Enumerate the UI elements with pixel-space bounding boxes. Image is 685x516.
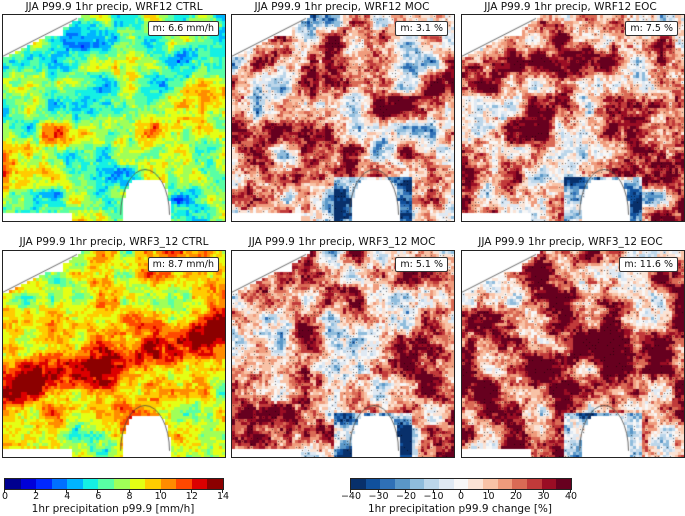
colorbar-segment — [191, 479, 208, 489]
colorbar-tick-label: 30 — [537, 491, 550, 502]
colorbar-segment — [395, 479, 411, 489]
colorbar-tick-label: 10 — [154, 491, 167, 502]
colorbar-segment — [145, 479, 162, 489]
colorbar-tick — [377, 489, 379, 493]
colorbar-tick-label: −10 — [423, 491, 444, 502]
colorbar-tick-label: −20 — [395, 491, 417, 502]
colorbar-absolute-bar — [4, 478, 224, 490]
colorbar-tick — [4, 489, 5, 493]
colorbar-segment — [176, 479, 193, 489]
panel-wrf12-ctrl: JJA P99.9 1hr precip, WRF12 CTRL m: 6.6 … — [0, 0, 228, 232]
colorbar-tick — [35, 489, 37, 493]
precip-change-map — [232, 251, 454, 457]
colorbar-segment — [82, 479, 99, 489]
colorbar-segment — [468, 479, 484, 489]
precip-map — [3, 15, 225, 221]
colorbar-tick-label: 14 — [216, 491, 230, 502]
colorbar-tick-label: 20 — [509, 491, 523, 502]
colorbar-tick — [432, 489, 434, 493]
domain-mean-badge: m: 7.5 % — [625, 21, 678, 36]
colorbar-segment — [20, 479, 37, 489]
colorbar-segment — [351, 479, 367, 489]
colorbar-tick-label: 8 — [126, 491, 133, 502]
colorbar-segment — [497, 479, 513, 489]
domain-mean-badge: m: 3.1 % — [395, 21, 448, 36]
colorbar-segment — [129, 479, 146, 489]
colorbar-tick — [350, 489, 351, 493]
colorbar-tick — [128, 489, 130, 493]
colorbar-segment — [527, 479, 543, 489]
colorbar-tick — [405, 489, 406, 493]
panel-title: JJA P99.9 1hr precip, WRF12 CTRL — [25, 1, 203, 13]
panel-wrf12-eoc: JJA P99.9 1hr precip, WRF12 EOC m: 7.5 % — [456, 0, 685, 232]
colorbar-tick-label: −30 — [368, 491, 389, 502]
colorbar-tick-label: 2 — [33, 491, 40, 502]
colorbar-tick — [570, 489, 571, 493]
map-wrf3-12-eoc: m: 11.6 % — [461, 250, 685, 458]
panel-title: JJA P99.9 1hr precip, WRF12 EOC — [484, 1, 657, 13]
colorbar-segment — [453, 479, 469, 489]
colorbar-segment — [5, 479, 22, 489]
colorbar-tick-label: 10 — [482, 491, 495, 502]
colorbar-tick-label: 4 — [64, 491, 71, 502]
colorbar-tick — [159, 489, 161, 493]
colorbar-segment — [483, 479, 499, 489]
colorbar-segment — [160, 479, 177, 489]
colorbar-tick — [97, 489, 99, 493]
colorbar-tick — [542, 489, 544, 493]
domain-mean-badge: m: 5.1 % — [395, 257, 448, 272]
colorbar-segment — [36, 479, 53, 489]
panel-title: JJA P99.9 1hr precip, WRF3_12 MOC — [248, 236, 436, 248]
colorbar-change-bar — [350, 478, 572, 490]
colorbar-segment — [365, 479, 381, 489]
colorbar-segment — [409, 479, 425, 489]
colorbar-segment — [439, 479, 455, 489]
domain-mean-badge: m: 6.6 mm/h — [147, 21, 219, 36]
precip-change-map — [462, 15, 684, 221]
panel-wrf3-12-eoc: JJA P99.9 1hr precip, WRF3_12 EOC m: 11.… — [456, 234, 685, 466]
map-wrf3-12-ctrl: m: 8.7 mm/h — [2, 250, 226, 458]
map-wrf12-moc: m: 3.1 % — [231, 14, 455, 222]
panel-title: JJA P99.9 1hr precip, WRF12 MOC — [254, 1, 430, 13]
colorbar-tick — [460, 489, 461, 493]
colorbar-tick-label: 12 — [185, 491, 198, 502]
colorbar-tick — [487, 489, 489, 493]
colorbar-segment — [541, 479, 557, 489]
panel-wrf3-12-moc: JJA P99.9 1hr precip, WRF3_12 MOC m: 5.1… — [228, 234, 456, 466]
colorbar-tick-label: 0 — [457, 491, 465, 502]
domain-mean-badge: m: 8.7 mm/h — [147, 257, 219, 272]
colorbar-absolute-label: 1hr precipitation p99.9 [mm/h] — [31, 503, 195, 515]
map-wrf12-eoc: m: 7.5 % — [461, 14, 685, 222]
map-wrf3-12-moc: m: 5.1 % — [231, 250, 455, 458]
precip-map — [3, 251, 225, 457]
domain-mean-badge: m: 11.6 % — [619, 257, 678, 272]
precip-change-map — [462, 251, 684, 457]
panel-wrf3-12-ctrl: JJA P99.9 1hr precip, WRF3_12 CTRL m: 8.… — [0, 234, 228, 466]
colorbar-segment — [207, 479, 223, 489]
colorbar-segment — [67, 479, 84, 489]
colorbar-tick-label: 0 — [1, 491, 9, 502]
panel-wrf12-moc: JJA P99.9 1hr precip, WRF12 MOC m: 3.1 % — [228, 0, 456, 232]
colorbar-tick — [515, 489, 516, 493]
colorbar-segment — [424, 479, 440, 489]
colorbar-segment — [512, 479, 528, 489]
precip-change-map — [232, 15, 454, 221]
colorbar-tick — [66, 489, 68, 493]
colorbar-tick-label: 6 — [95, 491, 102, 502]
colorbar-change-label: 1hr precipitation p99.9 change [%] — [367, 503, 553, 515]
colorbar-tick-label: −40 — [340, 491, 362, 502]
colorbar-tick-label: 40 — [564, 491, 578, 502]
colorbar-segment — [51, 479, 68, 489]
colorbar-tick — [190, 489, 192, 493]
colorbar-segment — [380, 479, 396, 489]
colorbar-tick — [222, 489, 223, 493]
panel-title: JJA P99.9 1hr precip, WRF3_12 EOC — [478, 236, 663, 248]
colorbar-segment — [98, 479, 115, 489]
panel-title: JJA P99.9 1hr precip, WRF3_12 CTRL — [19, 236, 209, 248]
colorbar-segment — [114, 479, 131, 489]
colorbar-segment — [556, 479, 571, 489]
map-wrf12-ctrl: m: 6.6 mm/h — [2, 14, 226, 222]
